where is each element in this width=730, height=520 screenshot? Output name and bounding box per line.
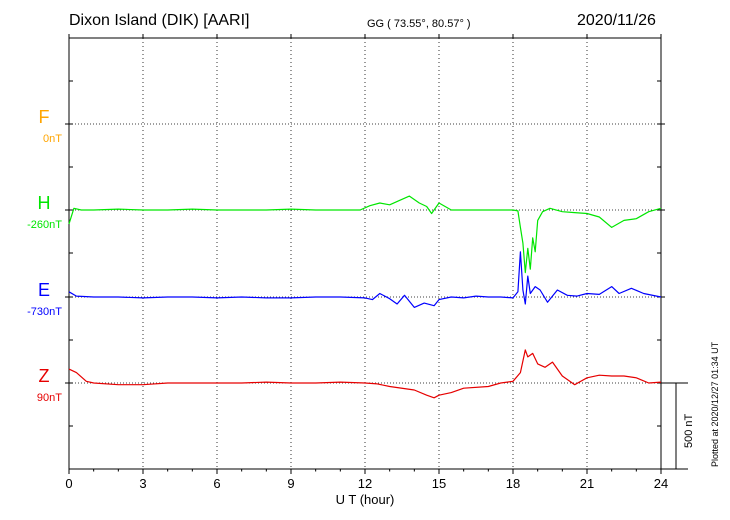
x-tick-label: 21 bbox=[580, 476, 594, 491]
series-baseline-value-h: -260nT bbox=[27, 219, 62, 231]
series-trace-z bbox=[68, 349, 662, 399]
series-label-z: Z bbox=[39, 366, 50, 386]
series-label-e: E bbox=[38, 280, 50, 300]
x-tick-label: 9 bbox=[287, 476, 294, 491]
date-label: 2020/11/26 bbox=[577, 12, 656, 29]
series-baseline-value-e: -730nT bbox=[27, 306, 62, 318]
series-trace-h bbox=[68, 195, 662, 274]
x-axis-label: U T (hour) bbox=[336, 492, 395, 507]
x-tick-label: 15 bbox=[432, 476, 446, 491]
station-title: Dixon Island (DIK) [AARI] bbox=[69, 12, 250, 29]
series-baseline-value-z: 90nT bbox=[37, 392, 62, 404]
x-tick-label: 6 bbox=[213, 476, 220, 491]
series-label-f: F bbox=[39, 107, 50, 127]
series-trace-e bbox=[68, 251, 662, 308]
x-tick-label: 12 bbox=[358, 476, 372, 491]
x-tick-label: 18 bbox=[506, 476, 520, 491]
x-tick-label: 24 bbox=[654, 476, 668, 491]
x-tick-label: 3 bbox=[139, 476, 146, 491]
scale-bar-label: 500 nT bbox=[683, 413, 695, 448]
series-baseline-value-f: 0nT bbox=[43, 133, 62, 145]
x-tick-label: 0 bbox=[65, 476, 72, 491]
geographic-coordinates: GG ( 73.55°, 80.57° ) bbox=[367, 18, 471, 30]
series-label-h: H bbox=[38, 193, 51, 213]
